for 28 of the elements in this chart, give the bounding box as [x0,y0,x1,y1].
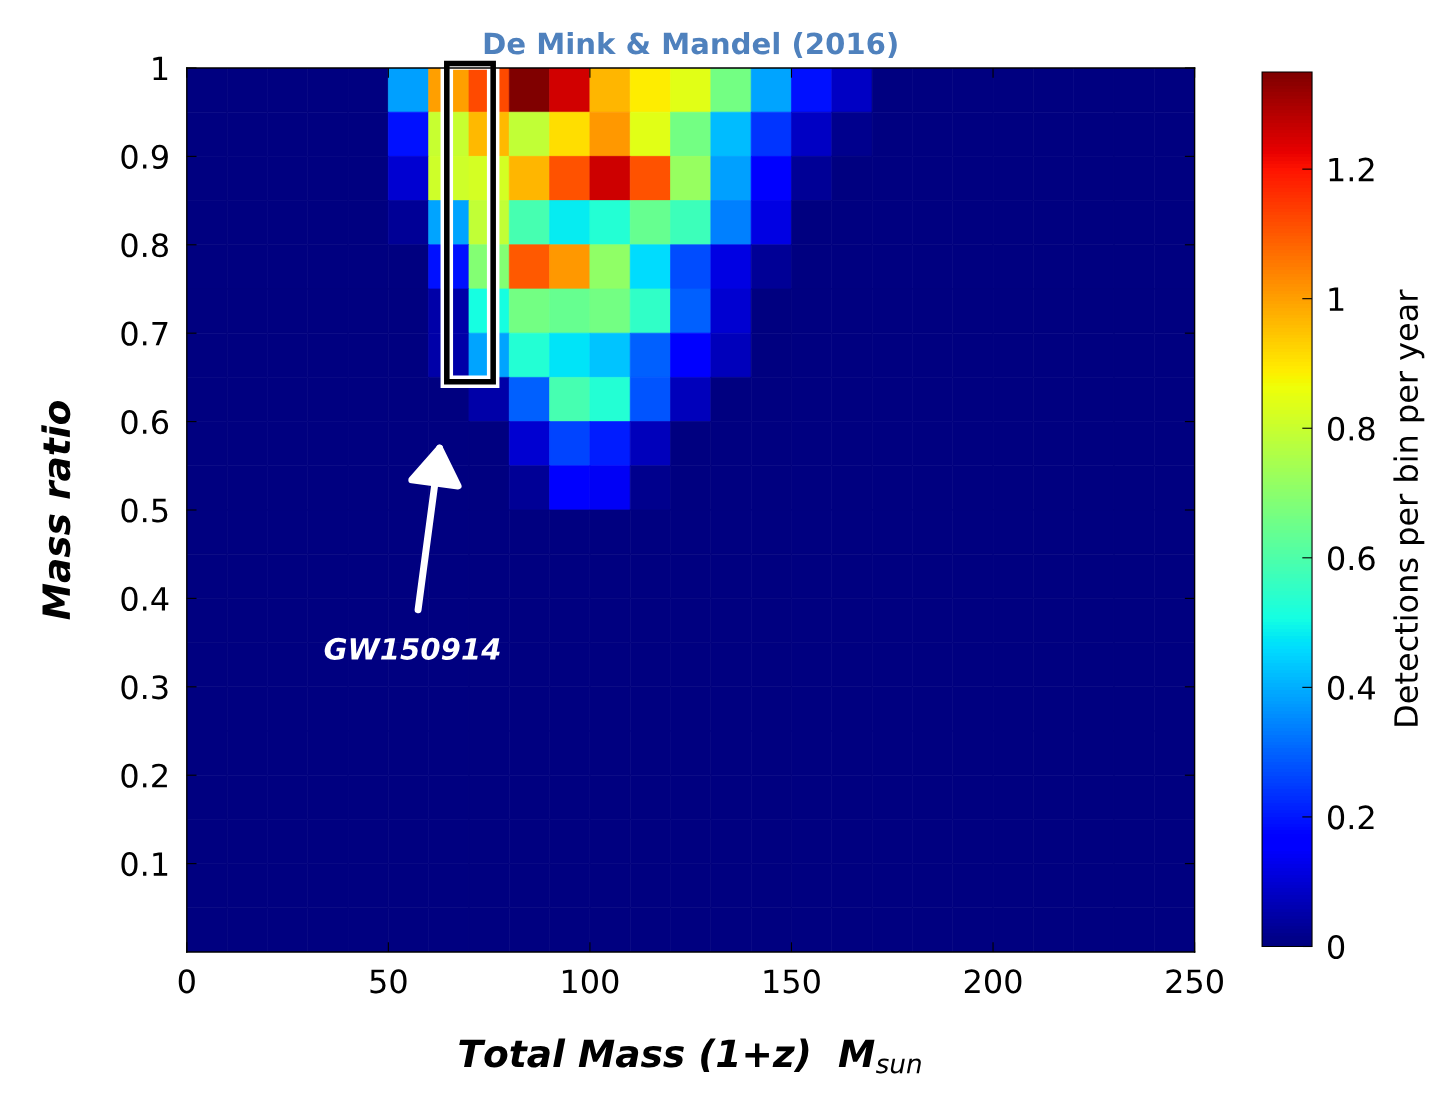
x-tick-label: 200 [964,969,1022,994]
chart-title: De Mink & Mandel (2016) [484,31,897,58]
x-tick-label: 100 [562,969,619,994]
y-tick-label: 0.9 [121,144,168,169]
color-bar-label: 1 [1329,287,1344,311]
x-tick-label: 0 [178,969,195,994]
color-bar-label: 0.2 [1328,805,1374,830]
y-tick-label: 0.8 [121,233,168,258]
y-tick-label: 0.5 [121,498,168,523]
color-bar-label: 0.6 [1328,546,1375,571]
y-tick-label: 0.2 [121,763,167,788]
color-bar-label: 0.8 [1328,416,1375,441]
annotation: GW150914 [324,637,500,660]
color-bar-label: 1.2 [1329,157,1374,182]
x-axis-title: Total Mass (1+z) M$_{sun}$ [459,1038,921,1074]
y-tick-label: 1 [153,56,168,81]
y-tick-label: 0.4 [121,586,169,611]
y-tick-label: 0.3 [121,675,168,700]
x-tick-label: 50 [370,969,407,994]
y-axis-title: Mass ratio [41,401,71,620]
color-bar-label: 0 [1328,934,1345,960]
y-tick-label: 0.6 [121,410,169,435]
y-tick-label: 0.7 [121,321,168,346]
color-bar-label: 0.4 [1328,675,1375,700]
y-tick-label: 0.1 [121,852,168,877]
color-bar-title: Detections per bin per year [1393,289,1425,726]
x-tick-label: 150 [764,969,820,994]
x-tick-label: 250 [1166,969,1223,994]
